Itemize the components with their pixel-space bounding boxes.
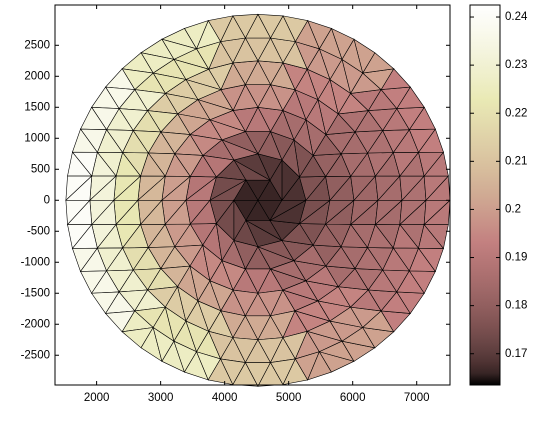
colorbar-tick-label: 0.24 [505,11,528,23]
y-tick-label: -2000 [21,318,50,330]
colorbar [469,4,501,386]
x-tick-label: 5000 [276,392,302,404]
mesh-triangle [423,199,451,226]
mesh-triangle [374,199,403,226]
colorbar-tick-label: 0.2 [505,203,521,215]
colorbar-tick-label: 0.18 [505,300,527,312]
y-tick-label: 2500 [24,39,50,51]
mesh-triangle [350,199,379,226]
colorbar-tick-label: 0.19 [505,252,527,264]
colorbar-tick-label: 0.22 [505,107,527,119]
colorbar-tick-label: 0.23 [505,59,527,71]
mesh-triangle [269,199,308,222]
x-tick-label: 4000 [212,392,238,404]
axes-box [54,4,451,386]
y-tick-label: -2500 [21,349,50,361]
y-tick-label: 1000 [24,132,50,144]
y-tick-label: 0 [44,194,50,206]
mesh-triangle [298,199,331,225]
mesh-triangle [399,199,427,226]
y-tick-label: 500 [31,163,50,175]
y-tick-label: -1000 [21,256,50,268]
y-tick-label: 2000 [24,70,50,82]
x-tick-label: 6000 [340,392,366,404]
colorbar-tick-label: 0.21 [505,155,527,167]
x-tick-label: 2000 [84,392,110,404]
mesh [65,13,451,387]
x-tick-label: 7000 [404,392,430,404]
x-tick-label: 3000 [148,392,174,404]
y-tick-label: -1500 [21,287,50,299]
colorbar-tick-label: 0.17 [505,348,527,360]
y-tick-label: 1500 [24,101,50,113]
mesh-triangle [325,199,355,225]
y-tick-label: -500 [27,225,50,237]
